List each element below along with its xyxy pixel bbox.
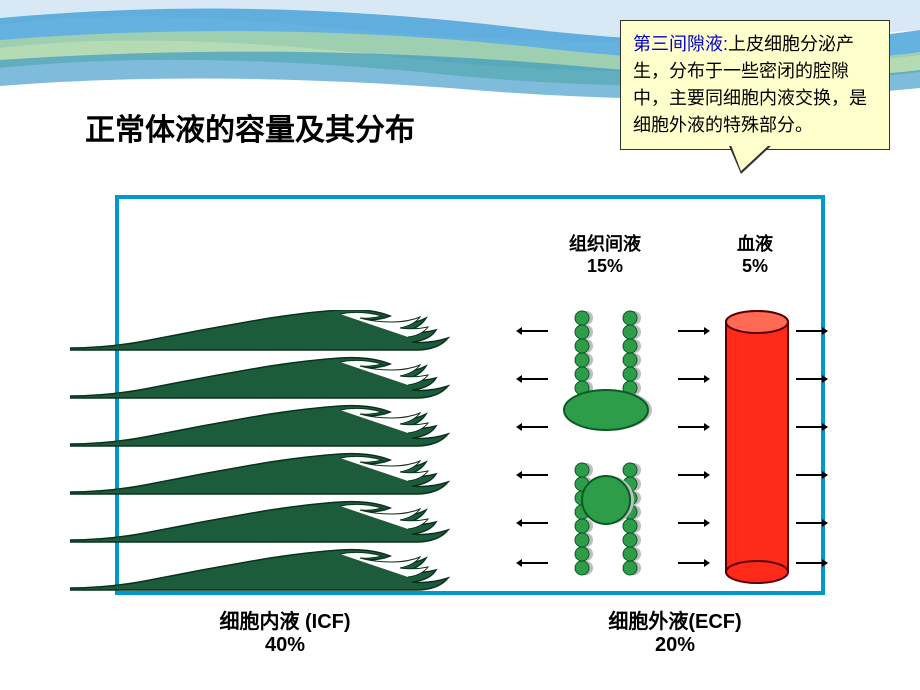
membrane-svg	[560, 310, 680, 590]
cell-membrane	[560, 310, 680, 580]
label-ecf: 细胞外液(ECF) 20%	[565, 605, 785, 657]
callout-term: 第三间隙液:	[633, 34, 728, 54]
blood-svg	[720, 310, 794, 590]
waves-svg	[70, 310, 490, 610]
callout-box: 第三间隙液:上皮细胞分泌产生，分布于一些密闭的腔隙中，主要同细胞内液交换，是细胞…	[620, 20, 890, 150]
page-title: 正常体液的容量及其分布	[85, 105, 415, 149]
label-blood: 血液 5%	[715, 230, 795, 277]
label-blood-pct: 5%	[715, 256, 795, 277]
callout-tail	[731, 145, 769, 171]
label-ecf-pct: 20%	[565, 634, 785, 657]
title-text: 正常体液的容量及其分布	[85, 114, 415, 147]
label-interstitial-name: 组织间液	[545, 230, 665, 256]
label-ecf-name: 细胞外液(ECF)	[565, 605, 785, 634]
label-blood-name: 血液	[715, 230, 795, 256]
label-interstitial: 组织间液 15%	[545, 230, 665, 277]
label-icf-pct: 40%	[175, 634, 395, 657]
blood-cylinder	[720, 310, 788, 580]
icf-waves	[70, 310, 490, 615]
label-interstitial-pct: 15%	[545, 256, 665, 277]
